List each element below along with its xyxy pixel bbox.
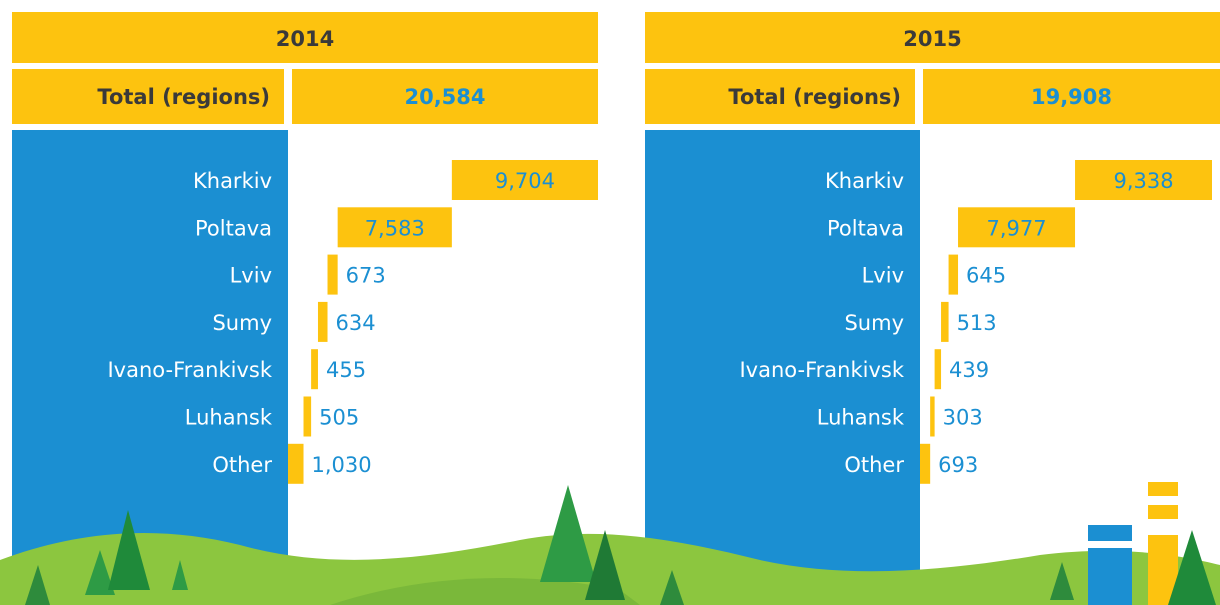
- category-label: Poltava: [195, 216, 272, 240]
- building: [1148, 505, 1178, 519]
- category-label: Lviv: [862, 264, 904, 288]
- panel-title: 2014: [276, 27, 334, 51]
- category-label: Ivano-Frankivsk: [107, 358, 272, 382]
- bar: [941, 302, 949, 342]
- bar: [949, 255, 958, 295]
- total-name: Total (regions): [728, 85, 901, 109]
- panels: 2014 Total (regions) 20,584 Kharkiv 9,704 Pol…: [12, 12, 1220, 605]
- building: [1148, 482, 1178, 496]
- category-label: Luhansk: [817, 406, 905, 430]
- bar: [318, 302, 328, 342]
- category-label: Kharkiv: [825, 169, 904, 193]
- value-label: 513: [957, 311, 997, 335]
- value-label: 505: [319, 406, 359, 430]
- value-label: 634: [336, 311, 376, 335]
- category-label: Kharkiv: [193, 169, 272, 193]
- bar: [935, 349, 941, 389]
- category-label: Poltava: [827, 216, 904, 240]
- chart: 2014 Total (regions) 20,584 Kharkiv 9,704 Pol…: [0, 0, 1220, 605]
- building: [1088, 525, 1132, 541]
- value-label: 455: [326, 358, 366, 382]
- value-label: 9,338: [1113, 169, 1173, 193]
- value-label: 303: [943, 406, 983, 430]
- category-label: Other: [844, 453, 904, 477]
- bar: [311, 349, 318, 389]
- value-label: 645: [966, 264, 1006, 288]
- category-label: Sumy: [844, 311, 904, 335]
- total-name: Total (regions): [97, 85, 270, 109]
- bar: [288, 444, 304, 484]
- bar: [328, 255, 338, 295]
- bar: [930, 397, 934, 437]
- total-value: 19,908: [1031, 85, 1112, 109]
- category-label: Lviv: [230, 264, 272, 288]
- category-label: Luhansk: [185, 406, 273, 430]
- category-label: Ivano-Frankivsk: [739, 358, 904, 382]
- value-label: 693: [938, 453, 978, 477]
- tree: [540, 485, 596, 582]
- total-value: 20,584: [404, 85, 485, 109]
- value-label: 439: [949, 358, 989, 382]
- value-label: 9,704: [495, 169, 555, 193]
- bar: [920, 444, 930, 484]
- building: [1088, 548, 1132, 605]
- bar: [304, 397, 312, 437]
- category-label: Sumy: [212, 311, 272, 335]
- category-label: Other: [212, 453, 272, 477]
- value-label: 7,583: [365, 216, 425, 240]
- panel-title: 2015: [903, 27, 961, 51]
- value-label: 1,030: [312, 453, 372, 477]
- value-label: 7,977: [986, 216, 1046, 240]
- value-label: 673: [346, 264, 386, 288]
